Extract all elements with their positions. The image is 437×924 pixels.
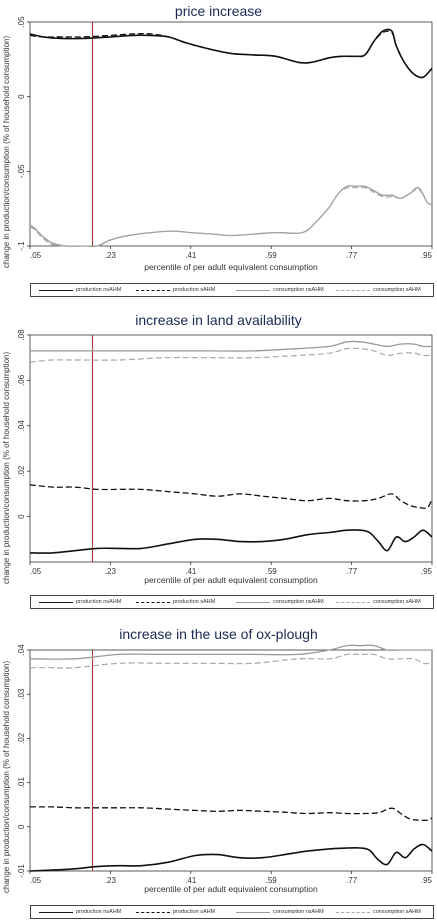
legend-label: production sAHM	[173, 287, 216, 293]
y-tick-label: .06	[17, 374, 26, 386]
x-tick-label: .77	[346, 567, 358, 576]
chart-panel-ox-plough: increase in the use of ox-plough change …	[0, 618, 437, 924]
series-line-consumption-sahm	[29, 653, 433, 669]
y-tick-label: .08	[17, 329, 26, 341]
legend-label: production nsAHM	[76, 909, 122, 915]
x-tick-label: .59	[266, 567, 278, 576]
series-line-consumption-nsahm	[29, 185, 433, 248]
legend-swatch	[336, 911, 370, 913]
plot-frame	[29, 21, 433, 247]
series-line-consumption-sahm	[29, 186, 433, 248]
legend-label: production nsAHM	[76, 599, 122, 605]
y-tick-label: .04	[17, 420, 26, 432]
x-tick-label: .41	[185, 876, 197, 885]
y-tick-label: .02	[17, 732, 26, 744]
legend-label: consumption sAHM	[373, 909, 421, 915]
legend-item: consumption nsAHM	[236, 596, 324, 608]
x-axis-label: percentile of per adult equivalent consu…	[144, 575, 318, 585]
chart-title: increase in the use of ox-plough	[119, 626, 318, 642]
y-tick-label: 0	[17, 824, 26, 829]
series-line-consumption-sahm	[29, 347, 433, 363]
x-tick-label: .95	[421, 876, 433, 885]
series-line-production-sahm	[29, 806, 433, 822]
chart-legend: production nsAHM production sAHM consumpti…	[30, 595, 434, 609]
chart-panel-land-availability: increase in land availability change in …	[0, 310, 437, 615]
y-tick-label: .05	[17, 16, 26, 28]
legend-label: consumption nsAHM	[273, 599, 324, 605]
legend-swatch	[136, 911, 170, 913]
series-line-production-sahm	[29, 484, 433, 509]
legend-item: production sAHM	[136, 284, 215, 296]
series-line-production-nsahm	[29, 529, 433, 554]
legend-swatch	[236, 289, 270, 291]
x-tick-label: .77	[346, 251, 358, 260]
x-tick-label: .23	[105, 251, 117, 260]
x-tick-label: .05	[30, 876, 42, 885]
x-tick-label: .77	[346, 876, 358, 885]
legend-swatch	[336, 289, 370, 291]
x-tick-label: .23	[105, 876, 117, 885]
legend-item: production nsAHM	[39, 596, 121, 608]
legend-item: production nsAHM	[39, 284, 121, 296]
x-tick-label: .05	[30, 251, 42, 260]
legend-swatch	[136, 289, 170, 291]
legend-swatch	[39, 601, 73, 603]
legend-item: consumption nsAHM	[236, 284, 324, 296]
legend-swatch	[236, 601, 270, 603]
chart-panel-price-increase: price increase change in production/cons…	[0, 0, 437, 300]
y-tick-label: .02	[17, 465, 26, 477]
legend-label: production sAHM	[173, 599, 216, 605]
legend-label: production sAHM	[173, 909, 216, 915]
x-tick-label: .05	[30, 567, 42, 576]
legend-label: consumption nsAHM	[273, 909, 324, 915]
y-tick-label: 0	[17, 514, 26, 519]
legend-item: consumption sAHM	[336, 906, 421, 918]
series-line-consumption-nsahm	[29, 644, 432, 660]
series-line-production-nsahm	[29, 843, 433, 872]
legend-swatch	[236, 911, 270, 913]
x-axis-label: percentile of per adult equivalent consu…	[144, 262, 318, 272]
legend-item: production sAHM	[136, 906, 215, 918]
x-tick-label: .59	[266, 876, 278, 885]
chart-title: price increase	[174, 3, 263, 19]
y-tick-label: -.1	[17, 241, 26, 251]
x-tick-label: .41	[185, 251, 197, 260]
legend-swatch	[39, 911, 73, 913]
legend-label: consumption sAHM	[373, 599, 421, 605]
plot-frame	[29, 649, 433, 872]
legend-swatch	[336, 601, 370, 603]
series-line-consumption-nsahm	[29, 340, 433, 352]
legend-label: consumption nsAHM	[273, 287, 324, 293]
y-tick-label: 0	[17, 94, 26, 99]
legend-item: consumption sAHM	[336, 596, 421, 608]
y-tick-label: -.05	[17, 164, 26, 178]
legend-label: production nsAHM	[76, 287, 122, 293]
legend-item: production sAHM	[136, 596, 215, 608]
chart-plot: .05 0 -.05 -.1 .05 .23 .41 .59 .77 .95	[17, 16, 433, 260]
legend-item: consumption sAHM	[336, 284, 421, 296]
legend-item: consumption nsAHM	[236, 906, 324, 918]
legend-item: production nsAHM	[39, 906, 121, 918]
chart-plot: .04 .03 .02 .01 0 -.01 .05 .23 .41 .59 .77 .95	[17, 644, 433, 885]
series-line-production-sahm	[29, 30, 433, 79]
chart-plot: .08 .06 .04 .02 0 .05 .23 .41 .59 .77 .95	[17, 329, 433, 576]
chart-legend: production nsAHM production sAHM consumpti…	[30, 905, 434, 919]
chart-legend: production nsAHM production sAHM consumpti…	[30, 283, 434, 297]
x-axis-label: percentile of per adult equivalent consu…	[144, 884, 318, 894]
y-tick-label: .01	[17, 776, 26, 788]
x-tick-label: .41	[185, 567, 197, 576]
x-tick-label: .95	[421, 251, 433, 260]
legend-swatch	[136, 601, 170, 603]
y-tick-label: .03	[17, 688, 26, 700]
y-tick-label: -.01	[17, 864, 26, 878]
y-tick-label: .04	[17, 644, 26, 656]
x-tick-label: .95	[421, 567, 433, 576]
chart-title: increase in land availability	[135, 312, 302, 328]
plot-frame	[29, 334, 433, 563]
legend-swatch	[39, 289, 73, 291]
x-tick-label: .23	[105, 567, 117, 576]
x-tick-label: .59	[266, 251, 278, 260]
legend-label: consumption sAHM	[373, 287, 421, 293]
